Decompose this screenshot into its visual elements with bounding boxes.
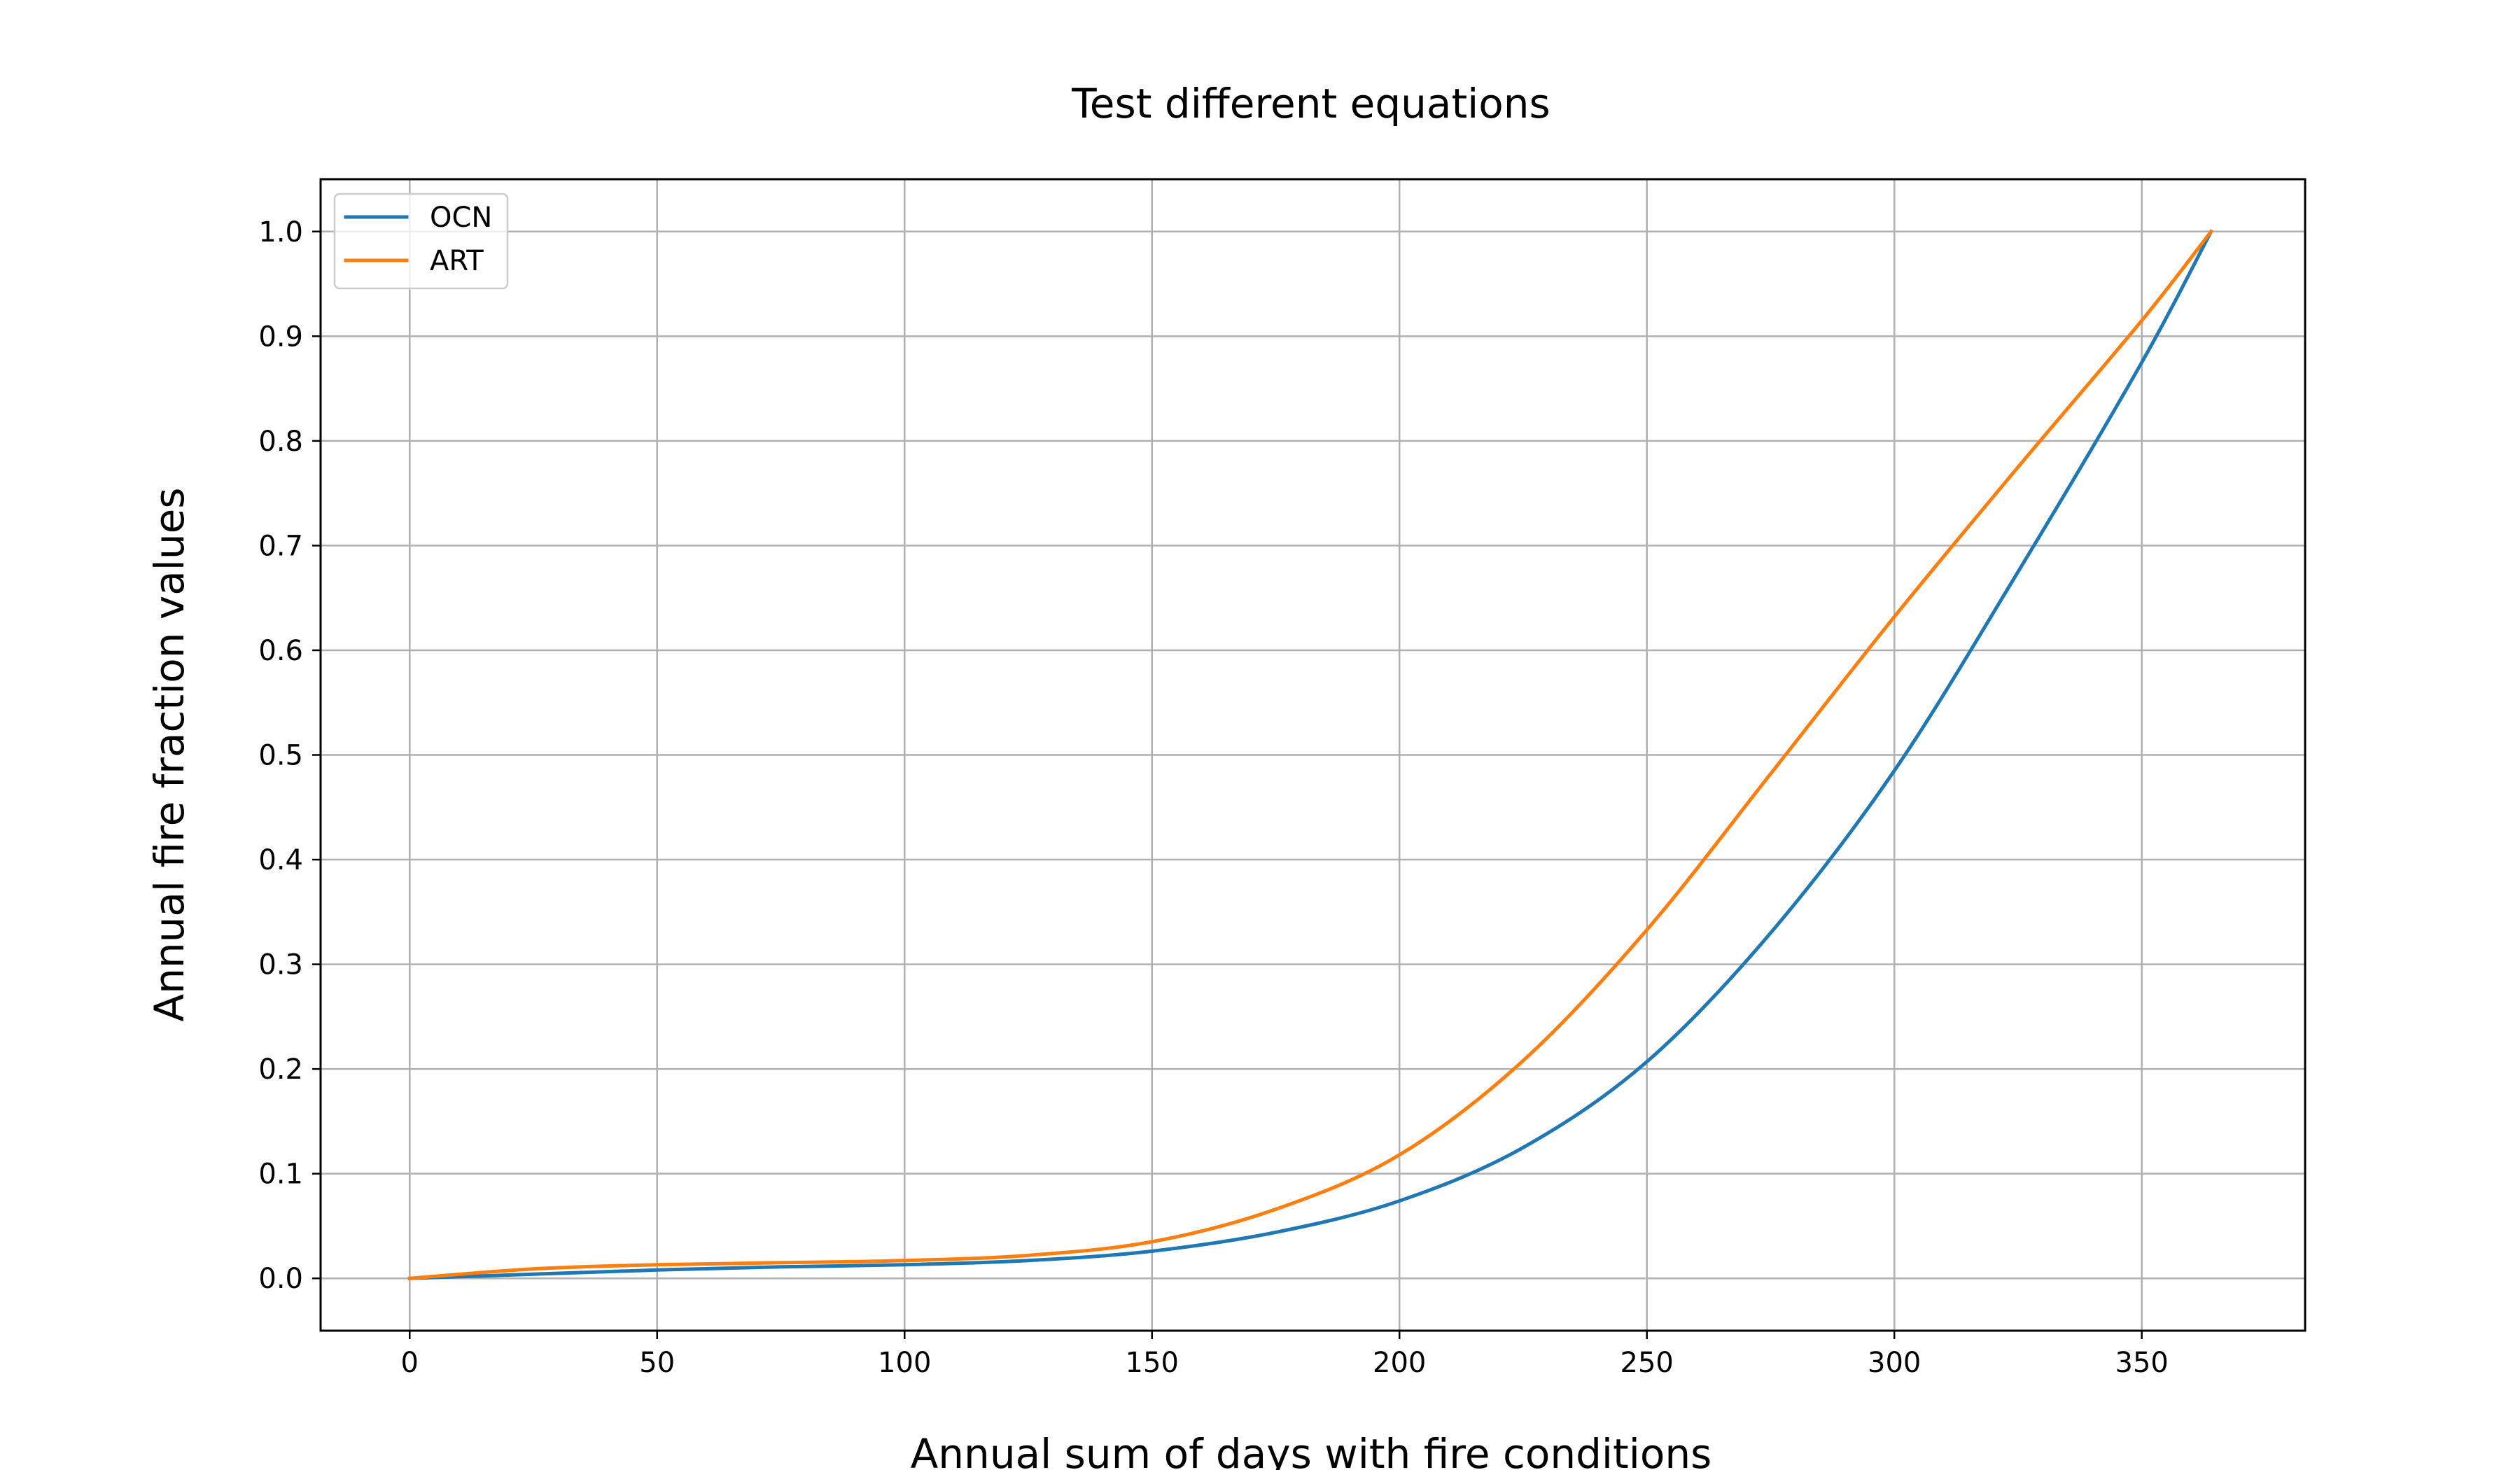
- y-tick-label: 0.5: [258, 740, 303, 772]
- y-tick-label: 0.7: [258, 530, 303, 562]
- y-tick-label: 0.2: [258, 1054, 303, 1086]
- legend-label-ocn: OCN: [430, 202, 492, 234]
- x-axis-ticks: 0 50 100 150 200 250 300 350: [401, 1331, 2169, 1379]
- x-tick-label: 200: [1373, 1347, 1426, 1379]
- x-tick-label: 150: [1126, 1347, 1179, 1379]
- y-tick-label: 0.4: [258, 844, 303, 876]
- x-tick-label: 300: [1868, 1347, 1921, 1379]
- x-tick-label: 50: [639, 1347, 675, 1379]
- series-line-ocn: [407, 229, 2214, 1280]
- x-tick-label: 0: [401, 1347, 419, 1379]
- x-axis-label: Annual sum of days with fire conditions: [911, 1430, 1712, 1470]
- y-tick-label: 0.8: [258, 426, 303, 458]
- x-tick-label: 250: [1620, 1347, 1674, 1379]
- y-axis-ticks: 0.0 0.1 0.2 0.3 0.4 0.5 0.6 0.7 0.8 0.9 1.0: [258, 216, 321, 1295]
- x-tick-label: 100: [878, 1347, 931, 1379]
- series-line-art: [407, 229, 2214, 1280]
- y-tick-label: 1.0: [258, 216, 303, 248]
- chart-title: Test different equations: [1071, 80, 1550, 127]
- x-tick-label: 350: [2115, 1347, 2169, 1379]
- y-tick-label: 0.9: [258, 321, 303, 353]
- y-tick-label: 0.3: [258, 949, 303, 981]
- y-axis-label: Annual fire fraction values: [146, 487, 193, 1021]
- y-tick-label: 0.6: [258, 635, 303, 667]
- legend-label-art: ART: [430, 245, 484, 277]
- legend: OCN ART: [333, 192, 509, 290]
- y-tick-label: 0.0: [258, 1263, 303, 1295]
- grid-lines: [321, 179, 2305, 1331]
- y-tick-label: 0.1: [258, 1158, 303, 1191]
- series-lines: [407, 229, 2214, 1280]
